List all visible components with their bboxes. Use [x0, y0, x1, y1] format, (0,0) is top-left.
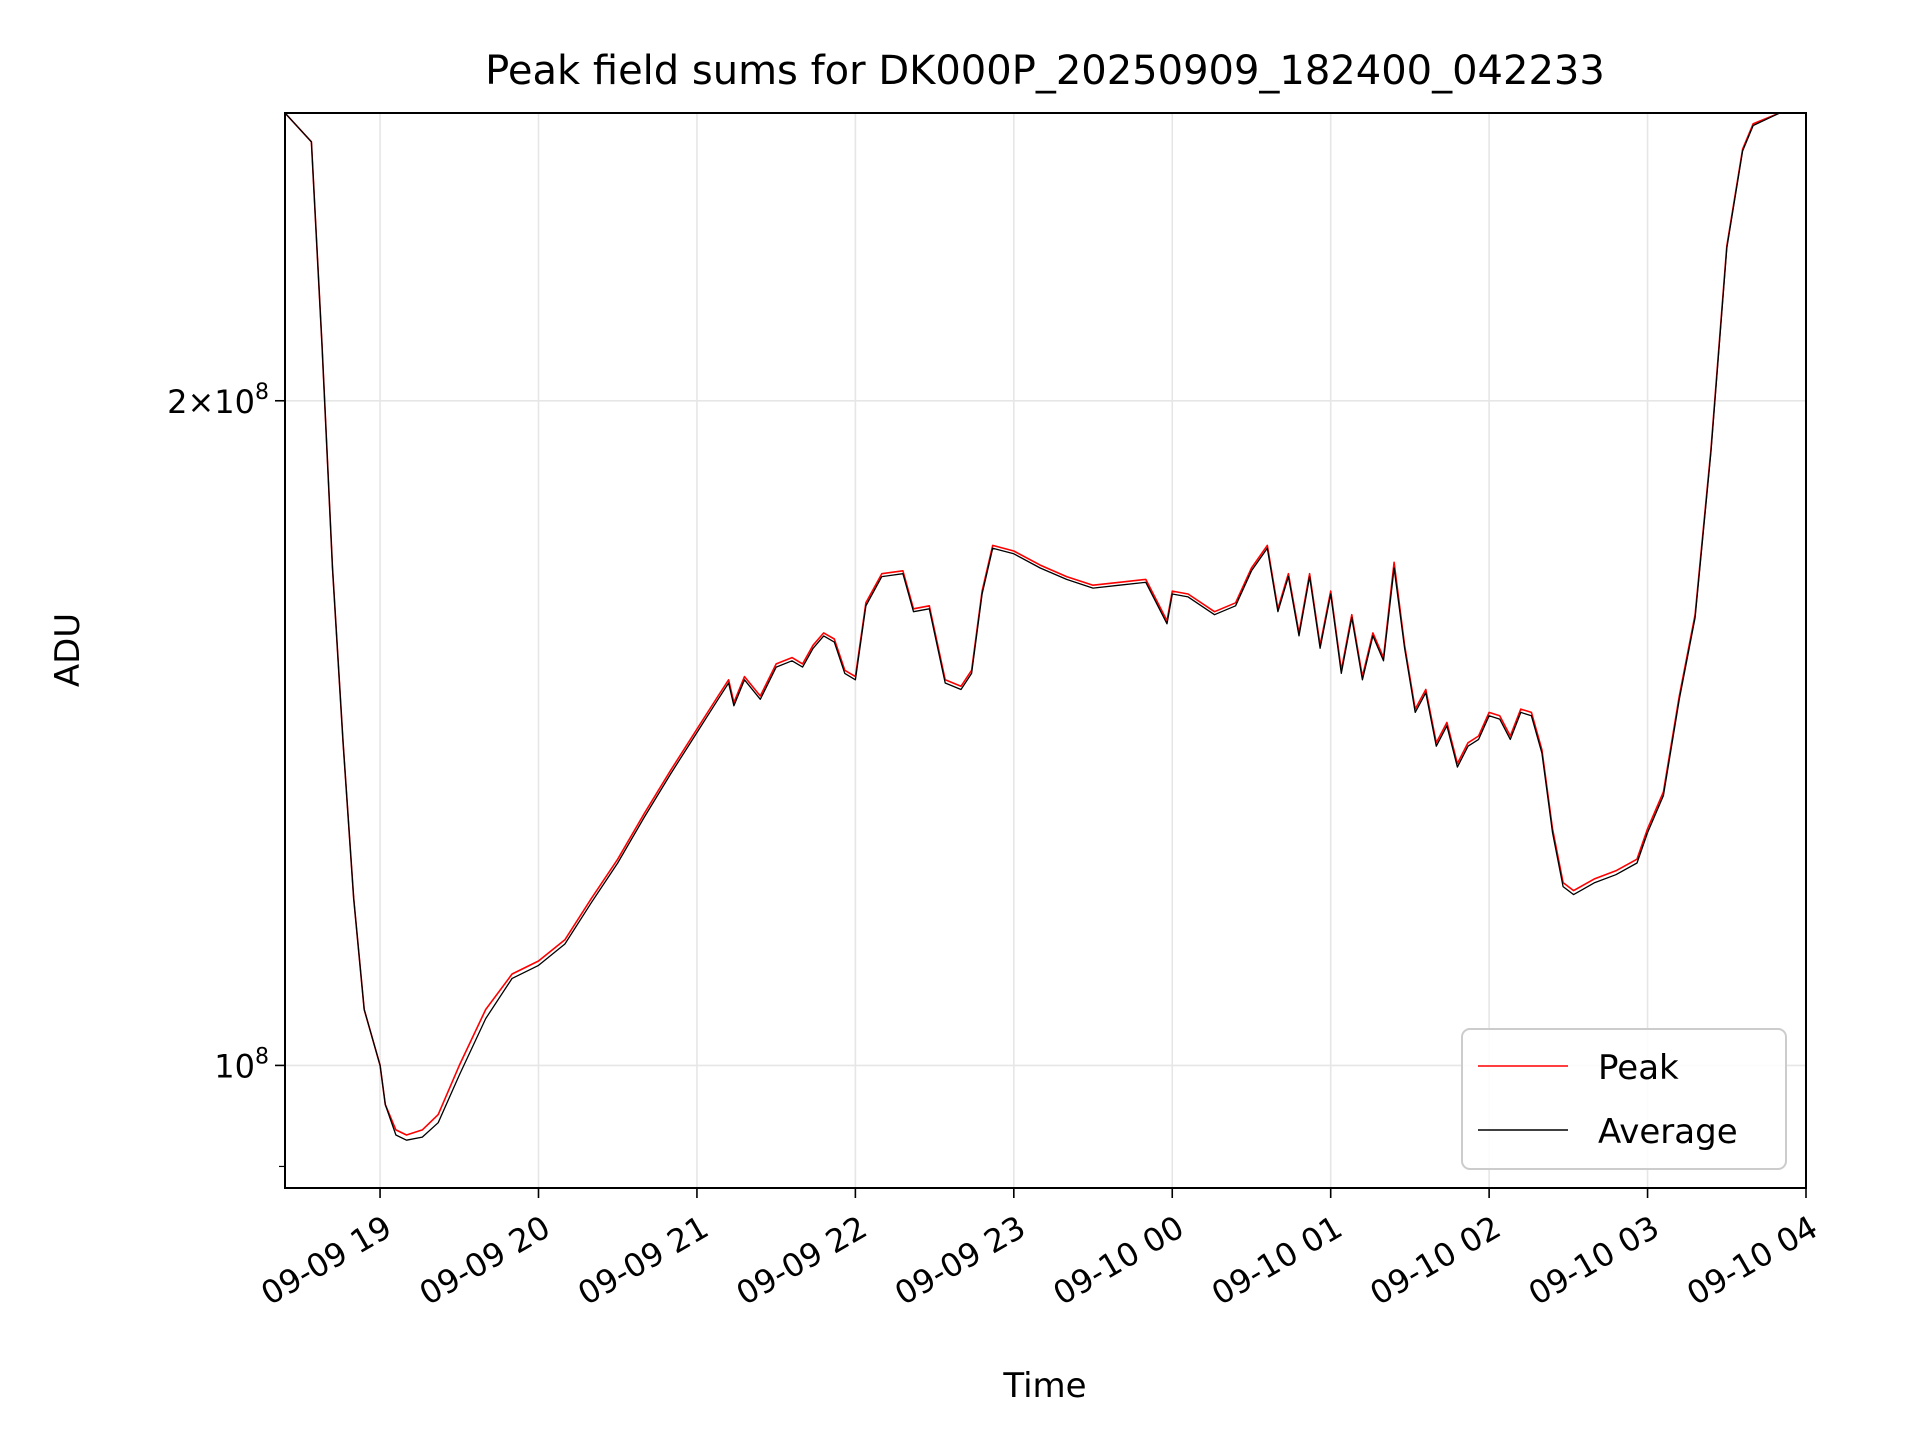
- y-axis-label: ADU: [48, 613, 88, 687]
- y-tick-label-base: 10: [214, 1047, 255, 1085]
- chart-title: Peak field sums for DK000P_20250909_1824…: [485, 48, 1605, 94]
- legend-label-peak: Peak: [1598, 1048, 1679, 1088]
- y-tick-label: 2×108: [167, 380, 269, 421]
- y-tick-label: 108: [214, 1044, 269, 1085]
- legend-box: [1461, 1028, 1787, 1170]
- legend: Peak Average: [1461, 1028, 1787, 1170]
- series-layer: [284, 112, 1806, 1141]
- legend-label-average: Average: [1598, 1112, 1738, 1152]
- y-tick-label-exponent: 8: [255, 1044, 269, 1069]
- plot-frame: [284, 112, 1807, 1189]
- series-line-peak: [284, 112, 1806, 1136]
- y-tick-label-base: 2×10: [167, 383, 255, 421]
- x-axis-label: Time: [1002, 1366, 1086, 1406]
- y-tick-label-exponent: 8: [255, 380, 269, 405]
- series-line-average: [284, 112, 1806, 1141]
